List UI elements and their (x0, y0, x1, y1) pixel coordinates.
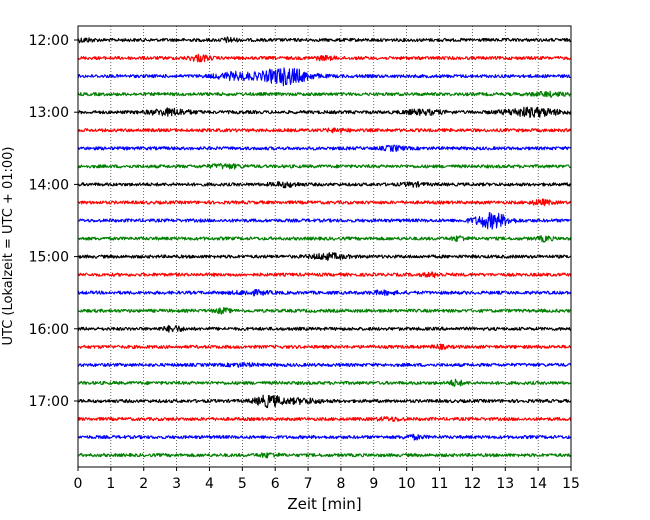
x-tick-label-4: 4 (205, 476, 214, 492)
trace-17:00 (77, 394, 572, 409)
trace-12:30 (77, 67, 572, 87)
x-tick-label-10: 10 (398, 476, 416, 492)
x-tick-label-7: 7 (304, 476, 313, 492)
x-tick-label-6: 6 (271, 476, 280, 492)
trace-12:15 (77, 53, 572, 63)
trace-16:45 (77, 378, 572, 388)
x-tick-label-12: 12 (463, 476, 481, 492)
trace-16:00 (77, 325, 572, 333)
x-tick-label-1: 1 (106, 476, 115, 492)
trace-15:15 (77, 271, 572, 279)
trace-15:00 (77, 252, 572, 261)
trace-13:15 (77, 127, 572, 134)
x-axis-ticks: 0 1 2 3 4 5 6 7 8 9 10 11 12 13 14 15 (74, 467, 580, 492)
y-axis-label: UTC (Lokalzeit = UTC + 01:00) (1, 147, 16, 346)
trace-14:30 (77, 212, 572, 230)
trace-17:30 (77, 433, 572, 441)
y-tick-label-13:00: 13:00 (29, 105, 69, 121)
trace-12:45 (77, 90, 572, 98)
plot-background (78, 26, 571, 467)
x-tick-label-15: 15 (562, 476, 580, 492)
y-tick-label-15:00: 15:00 (29, 250, 69, 266)
trace-13:45 (77, 162, 572, 170)
trace-14:00 (77, 180, 572, 189)
trace-15:30 (77, 288, 572, 297)
seismic-traces (77, 36, 572, 459)
trace-16:30 (77, 361, 572, 368)
trace-17:15 (77, 415, 572, 423)
trace-15:45 (77, 307, 572, 315)
x-tick-label-13: 13 (496, 476, 514, 492)
x-axis-label: Zeit [min] (287, 495, 361, 513)
trace-13:00 (77, 106, 572, 119)
trace-13:30 (77, 144, 572, 153)
x-tick-label-8: 8 (336, 476, 345, 492)
x-tick-label-5: 5 (238, 476, 247, 492)
y-tick-label-12:00: 12:00 (29, 33, 69, 49)
x-tick-label-3: 3 (172, 476, 181, 492)
trace-14:45 (77, 234, 572, 243)
trace-12:00 (77, 36, 572, 44)
y-axis-ticks: 12:00 13:00 14:00 15:00 16:00 17:00 (29, 33, 78, 410)
x-tick-label-14: 14 (529, 476, 547, 492)
x-tick-label-2: 2 (139, 476, 148, 492)
y-tick-label-16:00: 16:00 (29, 322, 69, 338)
x-tick-label-9: 9 (369, 476, 378, 492)
trace-17:45 (77, 452, 572, 459)
trace-14:15 (77, 198, 572, 207)
y-tick-label-14:00: 14:00 (29, 177, 69, 193)
trace-16:15 (77, 343, 572, 351)
y-tick-label-17:00: 17:00 (29, 394, 69, 410)
plot-frame (77, 25, 572, 468)
x-tick-label-0: 0 (74, 476, 83, 492)
x-tick-label-11: 11 (431, 476, 449, 492)
